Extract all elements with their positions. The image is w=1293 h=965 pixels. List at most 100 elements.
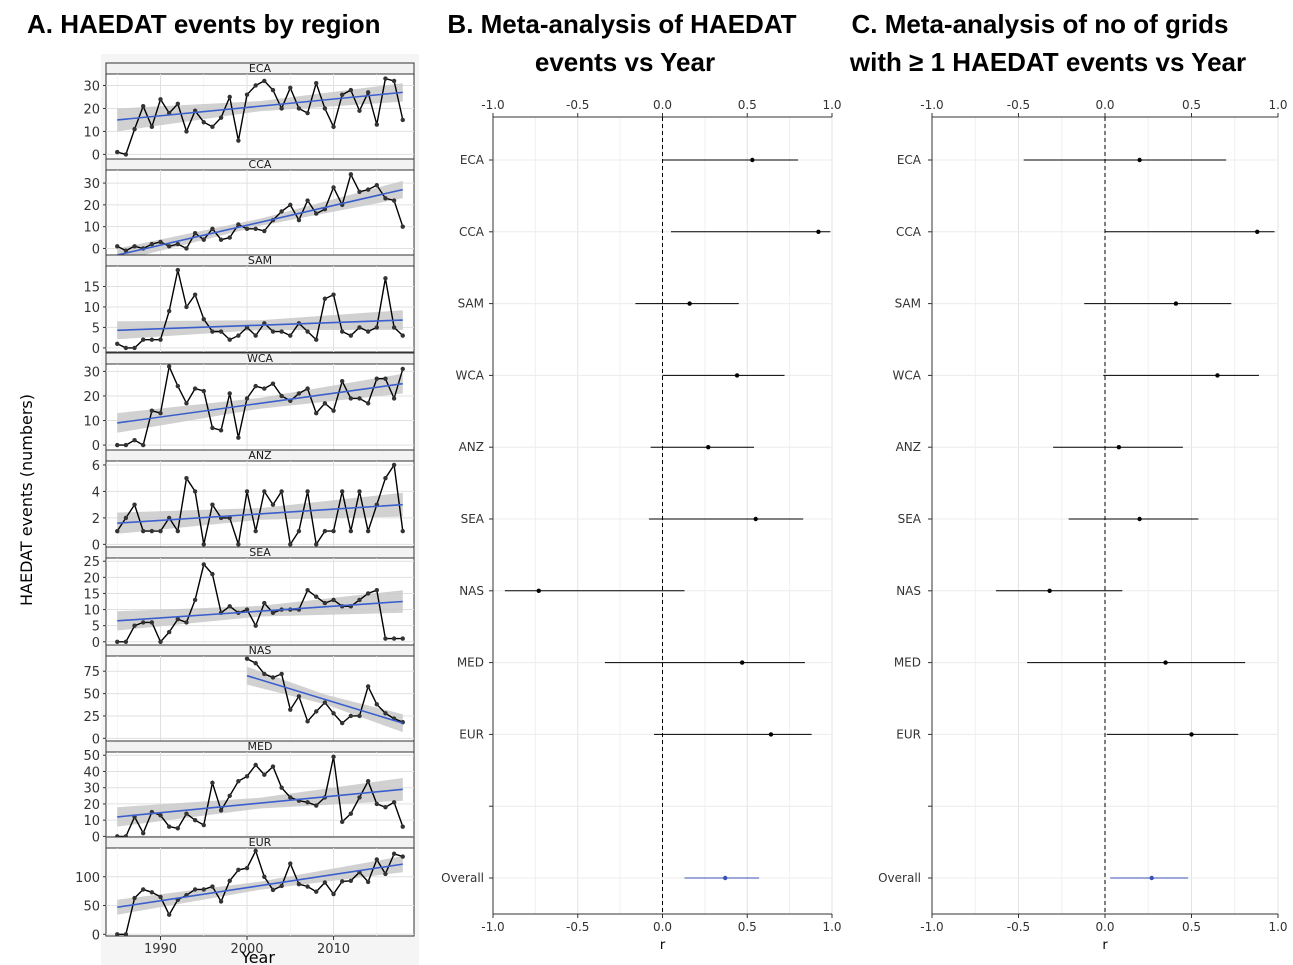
- data-point: [322, 528, 328, 534]
- data-point: [279, 489, 284, 494]
- data-point: [365, 879, 371, 885]
- data-point: [210, 502, 215, 507]
- estimate-point: [816, 229, 821, 234]
- data-point: [184, 620, 189, 625]
- data-point: [201, 887, 206, 892]
- data-point: [296, 694, 302, 699]
- data-point: [357, 325, 362, 330]
- facet-plot-area: [105, 265, 415, 353]
- y-tick-label: 25: [83, 555, 100, 570]
- data-point: [374, 801, 379, 807]
- data-point: [314, 211, 319, 216]
- data-point: [115, 528, 120, 534]
- data-point: [227, 515, 232, 521]
- data-point: [115, 932, 120, 937]
- data-point: [149, 124, 155, 130]
- data-point: [201, 317, 206, 322]
- data-point: [244, 226, 250, 232]
- estimate-point: [753, 516, 758, 522]
- top-x-tick-label: 0.0: [653, 98, 672, 112]
- data-point: [339, 879, 345, 884]
- data-point: [391, 325, 397, 330]
- data-point: [236, 779, 241, 784]
- data-point: [210, 329, 215, 334]
- bottom-x-tick-label: 1.0: [1268, 920, 1287, 934]
- data-point: [218, 115, 224, 120]
- data-point: [149, 241, 155, 247]
- data-point: [357, 396, 362, 401]
- overall-estimate-point: [1149, 875, 1154, 881]
- data-point: [262, 874, 267, 879]
- bottom-x-tick-label: 0.5: [1182, 920, 1201, 934]
- data-point: [365, 187, 371, 192]
- series-line: [117, 756, 404, 838]
- data-point: [391, 396, 397, 401]
- data-point: [141, 830, 146, 836]
- data-point: [400, 854, 405, 859]
- data-point: [339, 379, 345, 384]
- data-point: [218, 808, 224, 813]
- series-line: [117, 77, 404, 156]
- y-tick-label: 6: [92, 459, 100, 474]
- data-point: [158, 813, 163, 818]
- data-point: [288, 861, 293, 866]
- data-point: [374, 376, 379, 381]
- data-point: [383, 76, 388, 81]
- data-point: [400, 636, 405, 641]
- data-point: [192, 231, 198, 236]
- panel-c-title-line2: with ≥ 1 HAEDAT events vs Year: [849, 47, 1246, 77]
- data-point: [322, 401, 328, 406]
- row-label: WCA: [893, 368, 922, 382]
- y-tick-label: 30: [83, 782, 100, 797]
- data-point: [339, 720, 345, 726]
- data-point: [365, 684, 371, 689]
- data-point: [365, 401, 371, 406]
- data-point: [244, 865, 250, 871]
- data-point: [158, 337, 163, 342]
- data-point: [348, 396, 354, 401]
- facet-nas: NAS 0 25 50 75: [83, 644, 415, 747]
- data-point: [314, 889, 319, 894]
- y-tick-label: 30: [83, 79, 100, 94]
- bottom-x-tick-label: -0.5: [1007, 920, 1030, 934]
- trend-line: [117, 788, 403, 818]
- data-point: [253, 383, 258, 389]
- data-point: [305, 800, 310, 805]
- data-point: [236, 222, 241, 227]
- facet-plot-area: [105, 655, 415, 742]
- data-point: [400, 333, 405, 338]
- y-tick-label: 50: [83, 688, 100, 703]
- data-point: [141, 103, 146, 109]
- estimate-point: [1047, 588, 1052, 593]
- data-point: [331, 528, 336, 534]
- data-point: [132, 126, 137, 132]
- data-point: [262, 772, 267, 777]
- data-point: [141, 442, 146, 448]
- data-point: [166, 912, 172, 917]
- y-axis-title: HAEDAT events (numbers): [17, 394, 36, 606]
- data-point: [296, 528, 302, 534]
- data-point: [279, 329, 284, 334]
- facet-strip-label: SEA: [249, 546, 271, 559]
- data-point: [383, 871, 388, 877]
- y-tick-label: 0: [92, 242, 100, 257]
- row-label: ANZ: [896, 440, 921, 454]
- top-x-tick-label: 0.0: [1095, 98, 1114, 112]
- y-tick-label: 50: [83, 749, 100, 764]
- data-point: [348, 87, 354, 93]
- data-point: [383, 476, 388, 481]
- data-point: [262, 600, 267, 606]
- y-tick-label: 10: [83, 415, 100, 430]
- estimate-point: [750, 157, 755, 163]
- data-point: [141, 337, 146, 342]
- data-point: [365, 591, 371, 596]
- data-point: [115, 639, 120, 644]
- data-point: [218, 237, 224, 242]
- data-point: [365, 528, 371, 534]
- estimate-point: [536, 588, 541, 593]
- data-point: [400, 528, 405, 534]
- data-point: [314, 803, 319, 808]
- row-label: MED: [894, 656, 921, 670]
- panel-c-title-line1: C. Meta-analysis of no of grids: [851, 9, 1228, 39]
- x-tick-label: 2010: [317, 942, 350, 957]
